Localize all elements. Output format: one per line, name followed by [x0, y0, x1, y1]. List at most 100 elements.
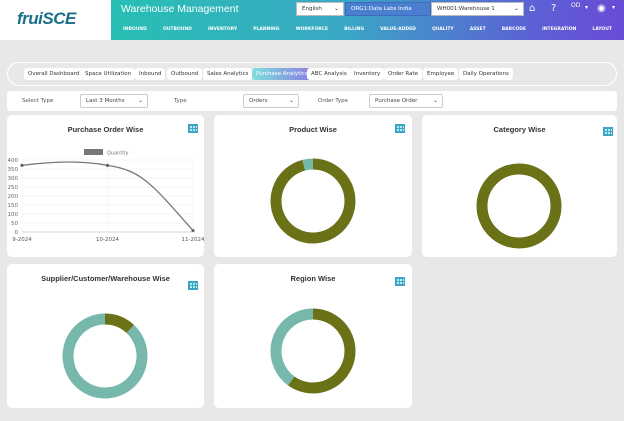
- table-view-icon[interactable]: [188, 281, 198, 290]
- tab-purchase-analytics[interactable]: Purchase Analytics: [252, 68, 312, 80]
- donut-chart: [270, 158, 356, 244]
- tab-sales-analytics[interactable]: Sales Analytics: [203, 68, 253, 80]
- x-tick-label: 10-2024: [96, 237, 119, 243]
- nav-item[interactable]: INTEGRATION: [542, 27, 577, 32]
- card-title: Purchase Order Wise: [67, 125, 144, 134]
- y-tick-label: 250: [8, 185, 19, 191]
- y-tick-label: 0: [15, 230, 19, 236]
- legend-label: Quantity: [107, 151, 129, 157]
- y-tick-label: 350: [8, 167, 19, 173]
- language-value: English: [302, 6, 322, 12]
- table-view-icon[interactable]: [188, 124, 198, 133]
- app-title: Warehouse Management: [121, 3, 239, 15]
- home-icon[interactable]: ⌂: [529, 3, 536, 14]
- donut-chart: [62, 313, 148, 399]
- tab-order-rate[interactable]: Order Rate: [384, 68, 422, 80]
- caret-down-icon[interactable]: ▾: [612, 4, 616, 11]
- type-label: Type: [174, 98, 187, 104]
- tab-inbound[interactable]: Inbound: [135, 68, 166, 80]
- donut-slice: [288, 308, 356, 394]
- nav-item[interactable]: VALUE-ADDED: [380, 27, 416, 32]
- tab-outbound[interactable]: Outbound: [167, 68, 203, 80]
- nav-item[interactable]: PLANNING: [253, 27, 280, 32]
- y-tick-label: 50: [11, 221, 18, 227]
- type-value: Orders: [249, 98, 268, 104]
- nav-item[interactable]: LAYOUT: [592, 27, 612, 32]
- line-chart: Quantity 0 50 100 150 200 250 300 350 400 9-2024 10…: [8, 149, 204, 243]
- tab-space-utilization[interactable]: Space Utilization: [81, 68, 136, 80]
- chevron-down-icon: ⌄: [288, 97, 294, 104]
- org-value: ORG1:Data Labs India: [351, 6, 412, 12]
- y-tick-label: 150: [8, 203, 19, 209]
- tab-daily-operations[interactable]: Daily Operations: [459, 68, 513, 80]
- logo-area: fruiSCE: [0, 0, 111, 40]
- order-type-label: Order Type: [318, 98, 349, 104]
- main-nav: INBOUND OUTBOUND INVENTORY PLANNING WORKFORC…: [111, 27, 624, 32]
- x-tick-label: 11-2024: [182, 237, 204, 243]
- tab-overall-dashboard[interactable]: Overall Dashboard: [24, 68, 84, 80]
- card-title: Product Wise: [289, 125, 337, 134]
- y-tick-label: 200: [8, 194, 19, 200]
- purchase-order-card: Purchase Order Wise Quantity 0 50 100 150 200…: [7, 115, 204, 257]
- donut-chart: [476, 163, 562, 249]
- warehouse-value: WH001:Warehouse 1: [437, 6, 495, 12]
- donut-slice: [476, 163, 562, 249]
- select-type-value: Last 3 Months: [86, 98, 125, 104]
- tab-bar: [7, 62, 617, 86]
- y-tick-label: 400: [8, 158, 19, 164]
- y-tick-label: 100: [8, 212, 19, 218]
- donut-slice: [302, 158, 314, 171]
- nav-item[interactable]: INBOUND: [123, 27, 147, 32]
- donut-chart: [270, 308, 356, 394]
- header: Warehouse Management English ⌄ ORG1:Data …: [111, 0, 624, 40]
- language-select[interactable]: English ⌄: [296, 2, 344, 16]
- nav-item[interactable]: OUTBOUND: [162, 27, 192, 32]
- nav-item[interactable]: WORKFORCE: [295, 27, 329, 32]
- donut-slice: [270, 158, 356, 244]
- supplier-card: Supplier/Customer/Warehouse Wise: [7, 264, 204, 408]
- donut-slice: [62, 313, 148, 399]
- nav-item[interactable]: BILLING: [344, 27, 365, 32]
- order-type-dropdown[interactable]: Purchase Order ⌄: [369, 94, 443, 108]
- order-type-value: Purchase Order: [375, 98, 418, 104]
- product-card: Product Wise: [214, 115, 412, 257]
- table-view-icon[interactable]: [603, 127, 613, 136]
- table-view-icon[interactable]: [395, 277, 405, 286]
- nav-item[interactable]: BARCODE: [501, 27, 527, 32]
- donut-slice: [270, 308, 314, 386]
- logo: fruiSCE: [17, 9, 76, 28]
- category-card: Category Wise: [422, 115, 617, 257]
- card-title: Category Wise: [493, 125, 546, 134]
- filter-bar: Select Type Last 3 Months ⌄ Type Orders ⌄ …: [7, 91, 617, 111]
- table-view-icon[interactable]: [395, 124, 405, 133]
- tab-inventory[interactable]: Inventory: [350, 68, 385, 80]
- data-point: [20, 163, 24, 167]
- org-field[interactable]: ORG1:Data Labs India: [345, 2, 431, 16]
- nav-item[interactable]: INVENTORY: [207, 27, 238, 32]
- tab-employee[interactable]: Employee: [423, 68, 459, 80]
- user-avatar-icon[interactable]: ◉: [597, 3, 606, 14]
- tab-abc-analysis[interactable]: ABC Analysis: [307, 68, 351, 80]
- nav-item[interactable]: ASSET: [469, 27, 486, 32]
- donut-slice: [104, 313, 135, 334]
- y-tick-label: 300: [8, 176, 19, 182]
- chevron-down-icon: ⌄: [432, 97, 438, 104]
- select-type-dropdown[interactable]: Last 3 Months ⌄: [80, 94, 148, 108]
- card-title: Region Wise: [290, 274, 336, 283]
- help-icon[interactable]: ?: [551, 3, 557, 14]
- nav-item[interactable]: QUALITY: [431, 27, 454, 32]
- user-initials[interactable]: OD: [571, 2, 581, 9]
- caret-down-icon[interactable]: ▾: [585, 4, 589, 11]
- region-card: Region Wise: [214, 264, 412, 408]
- chevron-down-icon: ⌄: [137, 97, 143, 104]
- card-title: Supplier/Customer/Warehouse Wise: [41, 274, 170, 283]
- chevron-down-icon: ⌄: [333, 5, 339, 12]
- data-point: [191, 228, 195, 233]
- data-point: [105, 163, 110, 167]
- warehouse-select[interactable]: WH001:Warehouse 1 ⌄: [431, 2, 524, 16]
- legend-swatch: [84, 149, 103, 155]
- type-dropdown[interactable]: Orders ⌄: [243, 94, 299, 108]
- select-type-label: Select Type: [22, 98, 54, 104]
- chevron-down-icon: ⌄: [513, 5, 519, 12]
- x-tick-label: 9-2024: [12, 237, 32, 243]
